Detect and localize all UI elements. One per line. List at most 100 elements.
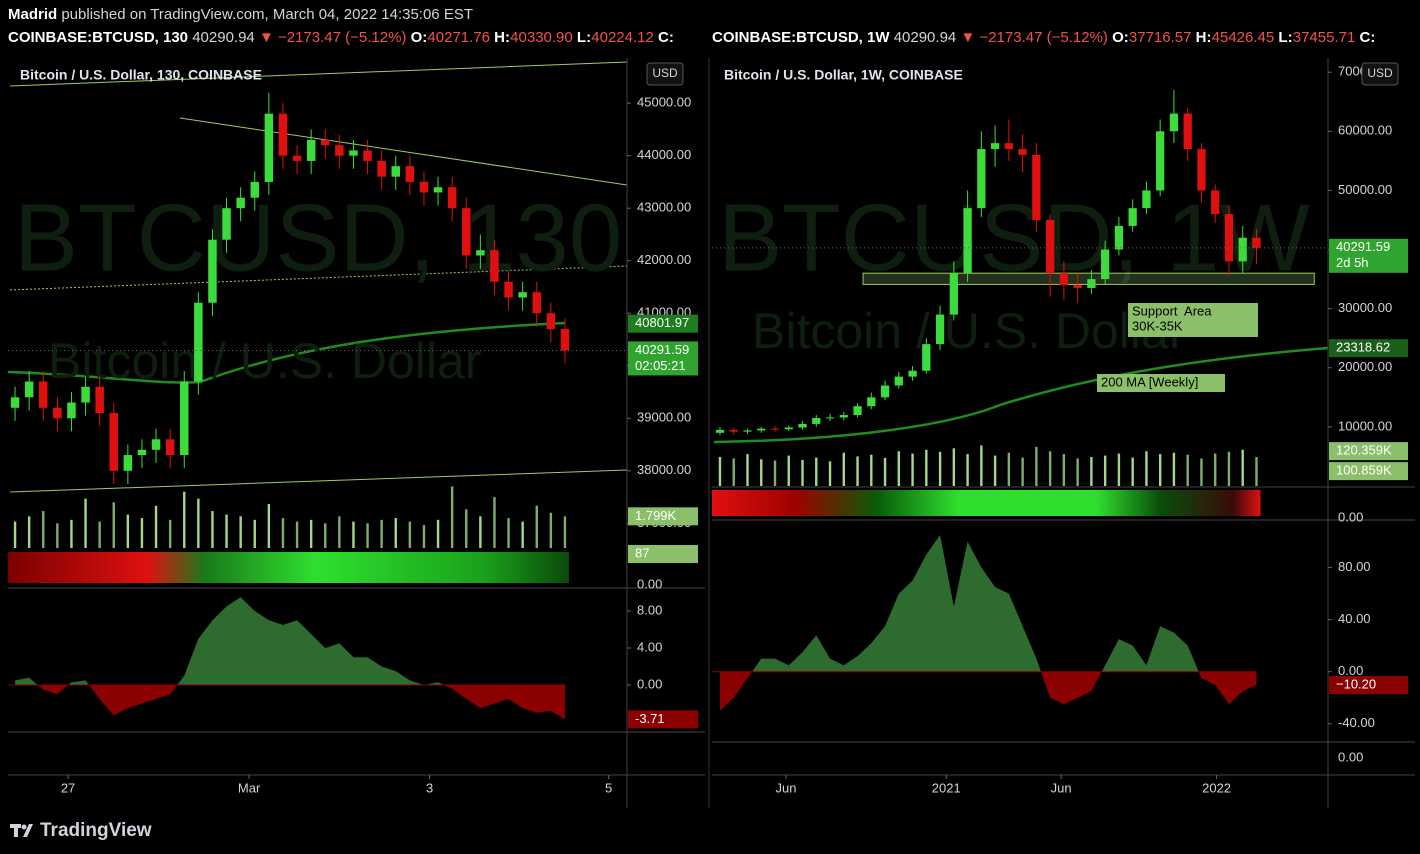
volume-bar <box>856 456 859 486</box>
candle-body <box>935 314 945 345</box>
candle-body <box>812 418 821 424</box>
price-tag-sub: 2d 5h <box>1336 255 1369 270</box>
change: ▼ −2173.47 (−5.12%) <box>960 29 1108 46</box>
volume-bar <box>239 516 242 548</box>
price-tag <box>1329 675 1408 694</box>
heatmap-strip <box>8 552 569 583</box>
annotation-box <box>1128 303 1258 337</box>
y-tick-label: 50000.00 <box>1338 182 1392 197</box>
candle-body <box>963 208 972 274</box>
volume-bar <box>408 521 412 548</box>
candle-body <box>990 143 1000 150</box>
candle-body <box>335 145 344 156</box>
volume-bar <box>154 505 158 548</box>
volume-bar <box>1145 451 1148 486</box>
candle-body <box>1101 249 1110 280</box>
volume-bar <box>732 458 735 486</box>
volume-bar <box>1158 454 1162 486</box>
volume-bar <box>98 521 101 548</box>
strip-label: 0.00 <box>1338 509 1363 524</box>
price-tag-label: −10.20 <box>1336 676 1376 691</box>
volume-bar <box>253 519 256 548</box>
candle-body <box>433 187 443 193</box>
candle-body <box>447 187 457 209</box>
candle-body <box>81 386 90 403</box>
volume-bar <box>966 454 969 486</box>
quote-key: H: <box>494 29 510 46</box>
candle-body <box>880 385 890 398</box>
candle-body <box>462 208 471 256</box>
volume-bar <box>13 521 17 548</box>
currency: USD <box>652 66 678 80</box>
logo <box>10 824 33 837</box>
volume-bar <box>352 521 355 548</box>
annotation: Support Area <box>1132 303 1212 318</box>
volume-bar <box>1076 458 1079 486</box>
volume-bar <box>787 455 790 486</box>
publish-line: Madrid published on TradingView.com, Mar… <box>8 6 1408 23</box>
volume-bar <box>1103 455 1107 486</box>
candle-body <box>1018 149 1027 155</box>
osc-tick-label: 80.00 <box>1338 559 1371 574</box>
osc-tick-label: 4.00 <box>637 639 662 654</box>
quote-line: COINBASE:BTCUSD, 1W 40290.94 ▼ −2173.47 … <box>712 29 1416 46</box>
watermark: BTCUSD, 130 <box>14 184 622 291</box>
volume-bar <box>42 511 45 548</box>
volume-bar <box>1186 454 1189 486</box>
quote-key: C: <box>1359 29 1376 46</box>
candle-body <box>180 381 189 456</box>
oscillator-area <box>15 597 565 720</box>
candle-body <box>1211 190 1220 215</box>
x-tick-label: 5 <box>605 780 612 795</box>
osc-tick-label: -40.00 <box>1338 715 1375 730</box>
candle-body <box>1087 279 1096 288</box>
candle-body <box>10 397 20 408</box>
volume-bar <box>1241 449 1244 486</box>
y-tick-label: 42000.00 <box>637 252 691 267</box>
candle-body <box>236 197 245 209</box>
candle-body <box>757 428 766 431</box>
candle-body <box>546 313 556 329</box>
candle-body <box>194 302 203 382</box>
trendline <box>179 117 628 186</box>
watermark-sub: Bitcoin / U.S. Dollar <box>48 333 481 389</box>
price-tag-label: 1.799K <box>635 508 677 523</box>
candle-body <box>504 281 513 298</box>
volume-bar <box>281 518 285 548</box>
change: ▼ −2173.47 (−5.12%) <box>258 29 407 46</box>
volume-bar <box>897 451 901 486</box>
candle-body <box>1183 113 1192 150</box>
price-tag <box>628 341 698 376</box>
candle-body <box>363 150 372 161</box>
price-tag <box>1329 442 1408 461</box>
volume-bar <box>366 523 369 548</box>
volume-bar <box>1048 451 1052 486</box>
candle-body <box>1197 149 1206 191</box>
volume-bar <box>479 516 482 548</box>
y-tick-label: 60000.00 <box>1338 123 1392 138</box>
volume-bar <box>842 452 845 486</box>
x-tick-label: 3 <box>426 780 433 795</box>
x-tick-label: Jun <box>776 780 797 795</box>
volume-bar <box>211 511 214 548</box>
candle-body <box>67 402 76 419</box>
volume-bar <box>112 502 115 548</box>
candle-body <box>419 181 429 193</box>
candle-body <box>770 428 780 430</box>
volume-bar <box>126 514 130 548</box>
volume-bar <box>1035 446 1038 486</box>
candle-body <box>321 139 330 146</box>
volume-bar <box>1213 453 1217 486</box>
candle-body <box>798 423 807 428</box>
x-tick-label: 27 <box>61 780 75 795</box>
candle-body <box>165 439 175 456</box>
candle-body <box>95 386 104 414</box>
y-tick-label: 44000.00 <box>637 147 691 162</box>
legend-title: Bitcoin / U.S. Dollar, 1W, COINBASE <box>724 67 963 83</box>
published: published on TradingView.com, March 04, … <box>61 6 473 23</box>
quote-key: L: <box>1278 29 1293 46</box>
candle-body <box>109 413 118 471</box>
volume-bar <box>535 505 538 548</box>
candle-body <box>306 139 316 161</box>
quote-key: O: <box>410 29 428 46</box>
